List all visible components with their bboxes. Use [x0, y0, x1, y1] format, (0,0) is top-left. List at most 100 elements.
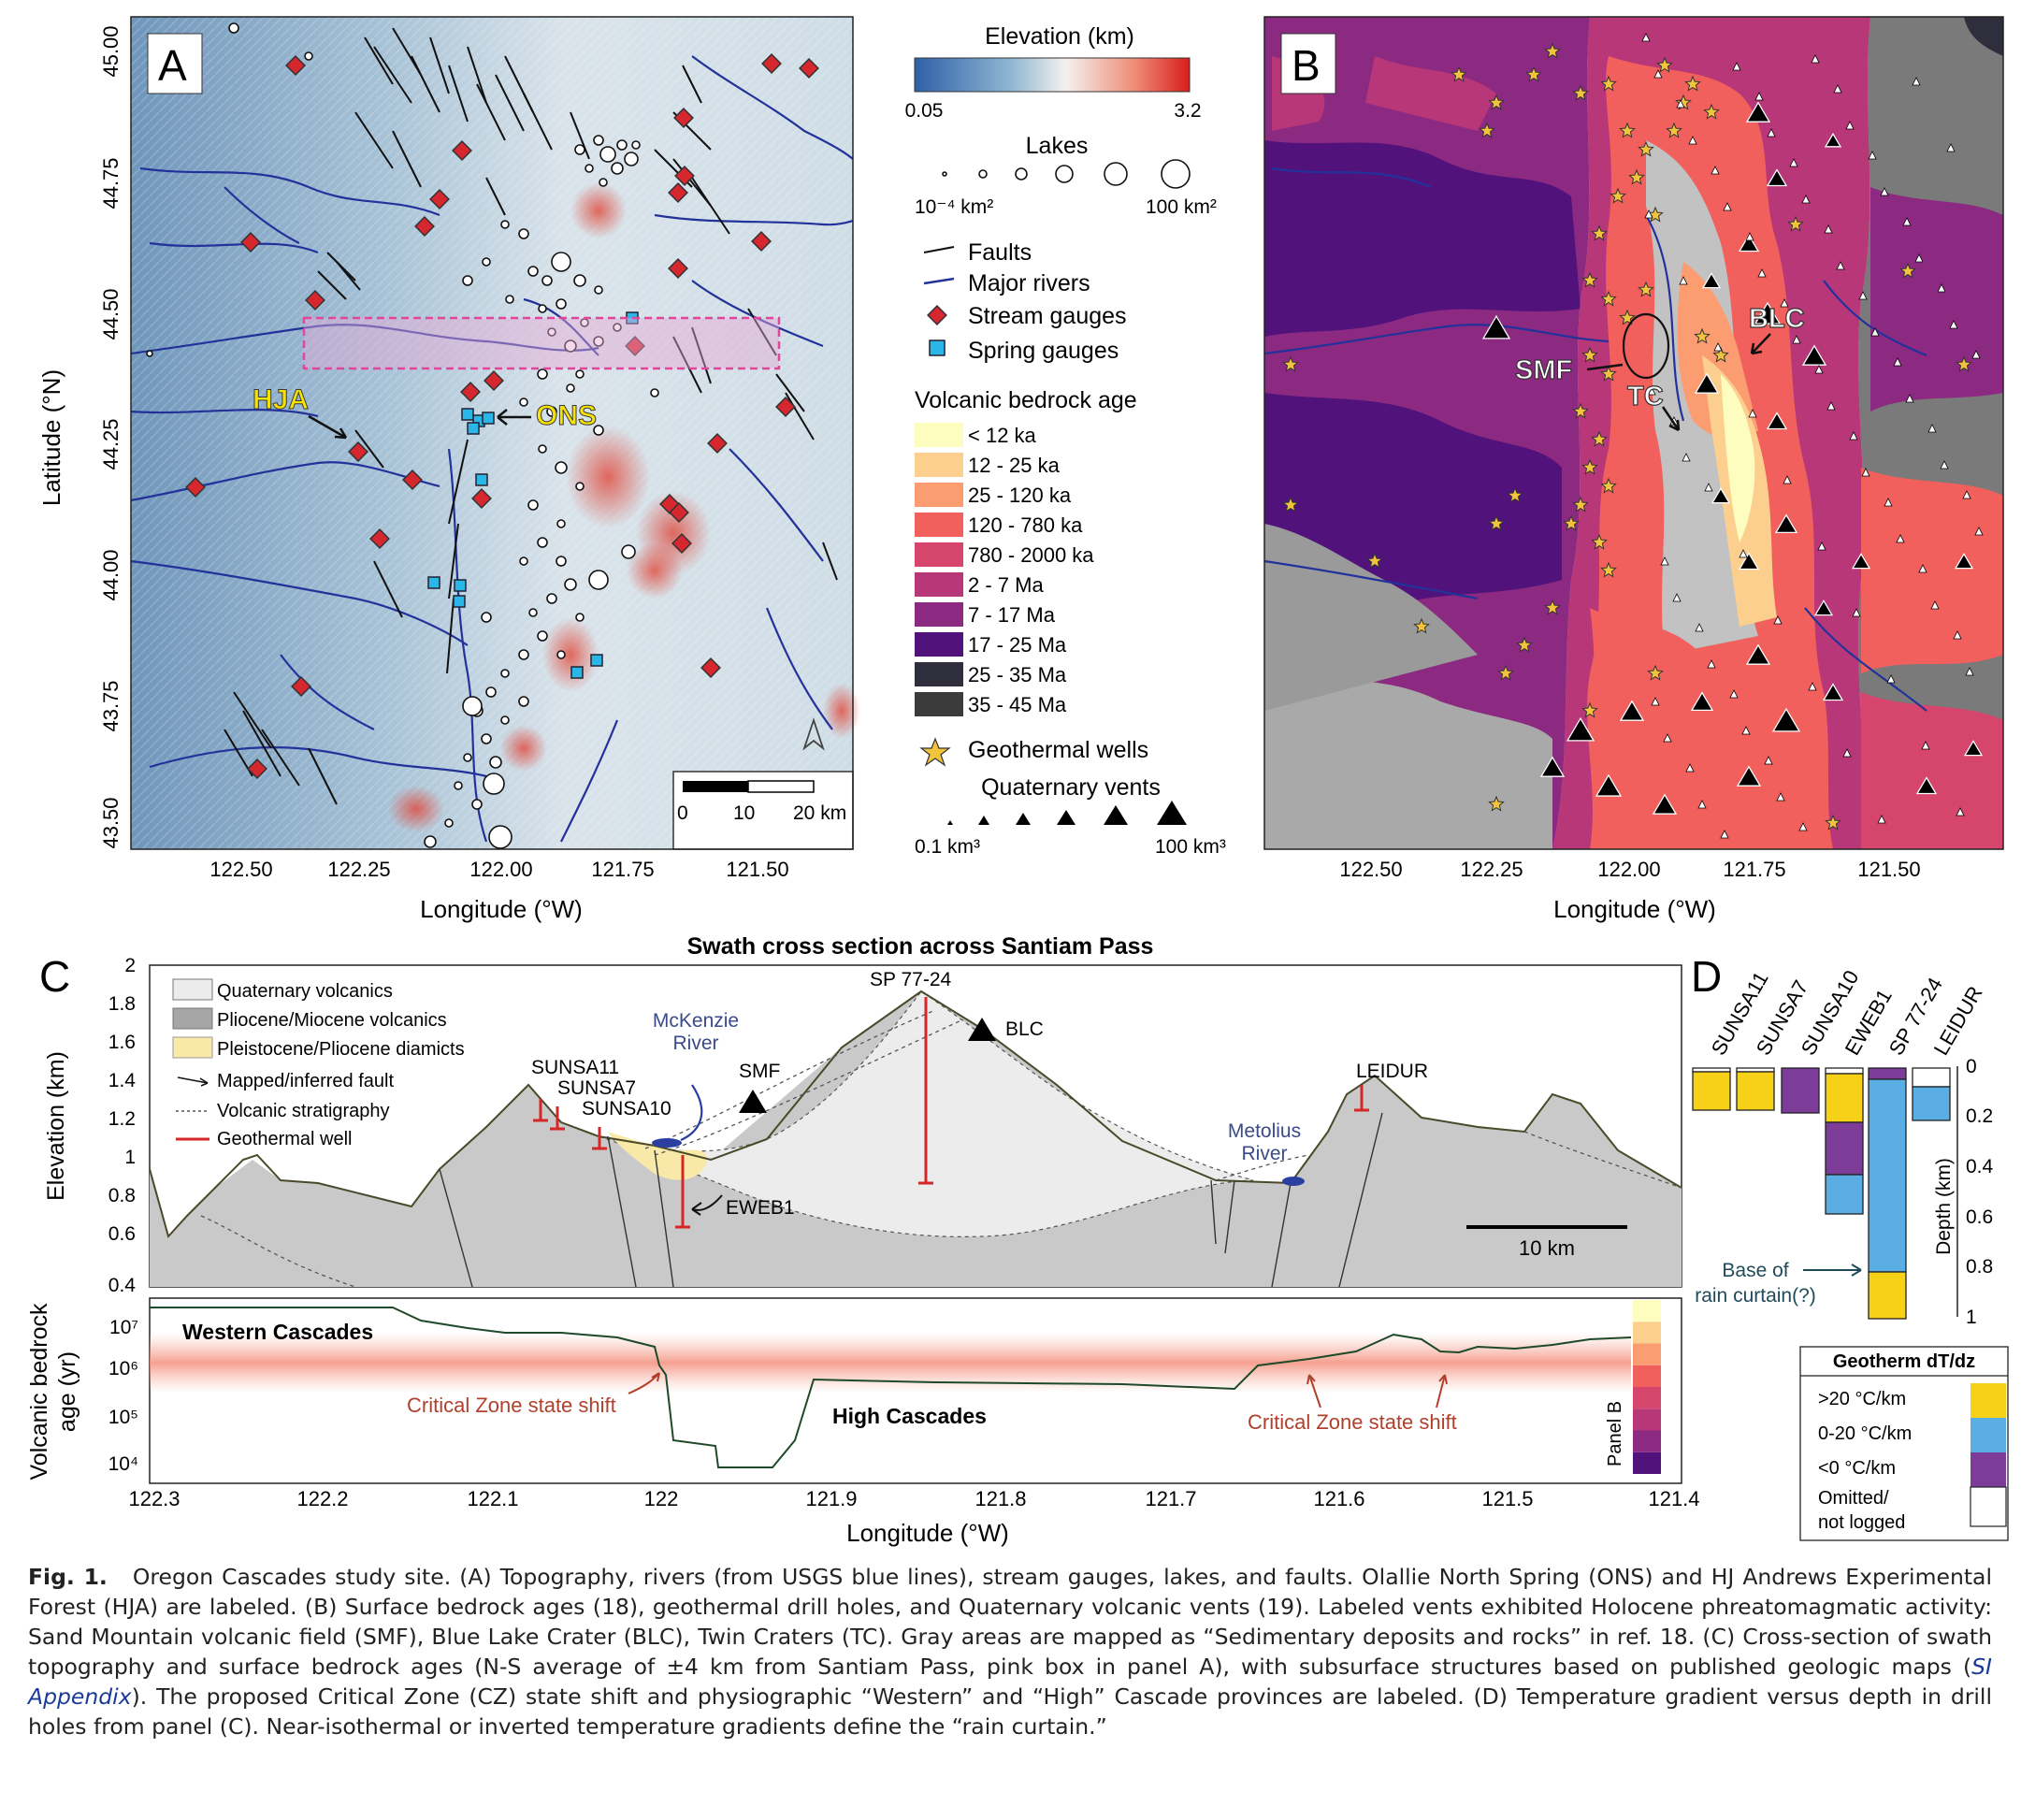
western-cascades: Western Cascades	[182, 1320, 373, 1344]
small-vent-icon	[1776, 792, 1785, 802]
geothermal-well-icon	[1591, 224, 1608, 241]
svg-text:0.8: 0.8	[108, 1185, 136, 1206]
small-vent-icon	[1946, 143, 1956, 152]
panel-b: SMF TC BLC B 122.50 122.25 122.00 121.75…	[1263, 16, 2004, 923]
svg-text:EWEB1: EWEB1	[726, 1197, 795, 1219]
svg-text:River: River	[1241, 1143, 1287, 1164]
geothermal-well-icon	[1703, 103, 1720, 120]
svg-text:1.6: 1.6	[108, 1032, 136, 1053]
age-class-swatch	[915, 483, 963, 507]
quaternary-vent-icon	[1822, 683, 1844, 701]
small-vent-icon	[1651, 697, 1660, 706]
small-vent-icon	[1732, 62, 1741, 71]
small-vent-icon	[1748, 409, 1757, 418]
small-vent-icon	[1914, 253, 1924, 263]
svg-text:1.2: 1.2	[108, 1108, 136, 1130]
high-elevation-areas	[388, 182, 860, 832]
quaternary-vent-icon	[1652, 793, 1678, 815]
svg-text:2: 2	[124, 955, 136, 976]
small-vent-icon	[1695, 623, 1704, 632]
small-vent-icon	[1713, 342, 1723, 352]
svg-text:1.4: 1.4	[108, 1070, 137, 1091]
bedrock-age-title: Volcanic bedrock age	[915, 387, 1137, 413]
quaternary-vent-icon	[1738, 552, 1760, 571]
svg-text:Panel B: Panel B	[1605, 1401, 1625, 1466]
legend-b: Volcanic bedrock age < 12 ka 12 - 25 ka 25…	[915, 387, 1226, 858]
svg-text:44.75: 44.75	[99, 157, 123, 209]
geothermal-well-icon	[1572, 402, 1589, 419]
svg-text:121.5: 121.5	[1481, 1487, 1533, 1510]
svg-text:Depth (km): Depth (km)	[1933, 1158, 1955, 1255]
age-class-label: 2 - 7 Ma	[968, 573, 1044, 597]
svg-text:43.75: 43.75	[99, 680, 123, 731]
age-column-segment	[1633, 1343, 1661, 1365]
svg-text:0.4: 0.4	[1966, 1156, 1994, 1177]
small-vent-icon	[1974, 527, 1984, 536]
geothermal-well-icon	[1600, 365, 1617, 382]
geothermal-well-icon	[1413, 617, 1430, 634]
fig-number: Fig. 1.	[28, 1564, 108, 1590]
svg-text:LEIDUR: LEIDUR	[1356, 1061, 1428, 1082]
label-blc: BLC	[1749, 304, 1805, 334]
svg-text:121.7: 121.7	[1145, 1487, 1196, 1510]
geothermal-well-icon	[1712, 346, 1729, 363]
age-class-swatch	[915, 632, 963, 657]
svg-text:<0 °C/km: <0 °C/km	[1818, 1458, 1896, 1479]
age-column-segment	[1633, 1408, 1661, 1431]
age-yticks: 10⁷ 10⁶ 10⁵ 10⁴	[108, 1317, 138, 1475]
legend-geothermal-icon	[919, 737, 951, 767]
small-vent-icon	[1798, 822, 1808, 831]
age-class-label: 17 - 25 Ma	[968, 633, 1067, 657]
panel-a-yticks: 45.00 44.75 44.50 44.25 44.00 43.75 43.5…	[99, 25, 123, 848]
small-vent-icon	[1912, 77, 1921, 86]
geothermal-well-icon	[1899, 262, 1916, 279]
north-arrow-icon	[802, 717, 825, 751]
geothermal-well-icon	[1479, 122, 1495, 138]
small-vent-icon	[1940, 460, 1949, 469]
rivers	[130, 55, 854, 843]
panel-c: C Swath cross section across Santiam Pas…	[39, 933, 1682, 1296]
small-vent-icon	[1817, 542, 1826, 551]
panel-a-xticks: 122.50 122.25 122.00 121.75 121.50	[209, 858, 788, 881]
svg-text:122: 122	[644, 1487, 679, 1510]
age-class-label: 25 - 35 Ma	[968, 663, 1067, 686]
vents-title: Quaternary vents	[981, 774, 1161, 801]
svg-text:122.2: 122.2	[296, 1487, 348, 1510]
svg-text:rain curtain(?): rain curtain(?)	[1695, 1285, 1816, 1307]
svg-text:121.4: 121.4	[1648, 1487, 1699, 1510]
quaternary-vent-icon	[1694, 372, 1720, 394]
geothermal-well-icon	[1282, 355, 1299, 372]
quaternary-vent-icon	[1851, 553, 1871, 570]
geothermal-well-icon	[1544, 599, 1561, 615]
panel-b-xticks: 122.50 122.25 122.00 121.75 121.50	[1339, 858, 1920, 881]
small-vent-icon	[1930, 600, 1940, 610]
legend-rivers: Major rivers	[968, 270, 1090, 296]
quaternary-vent-icon	[1754, 301, 1782, 325]
geothermal-well-icon	[1619, 122, 1636, 138]
small-vent-icon	[1704, 483, 1713, 492]
svg-text:100 km³: 100 km³	[1155, 836, 1226, 858]
geothermal-well-icon	[1600, 477, 1617, 494]
geothermal-well-icon	[1647, 664, 1664, 681]
santiam-swath-box	[302, 316, 781, 370]
panel-d-letter: D	[1691, 952, 1722, 1001]
si-appendix-link[interactable]: SI Appendix	[28, 1654, 1992, 1710]
svg-text:0.05: 0.05	[905, 100, 944, 122]
geothermal-well-icon	[1694, 327, 1711, 344]
svg-text:121.50: 121.50	[1857, 858, 1920, 881]
small-vent-icon	[1741, 726, 1751, 735]
svg-text:121.75: 121.75	[1723, 858, 1785, 881]
svg-text:1.8: 1.8	[108, 993, 136, 1015]
small-vent-icon	[1937, 283, 1946, 293]
small-vent-icon	[1842, 748, 1852, 758]
svg-text:10⁵: 10⁵	[108, 1407, 138, 1428]
panel-b-xlabel: Longitude (°W)	[1553, 895, 1716, 923]
quaternary-vent-icon	[1801, 344, 1827, 366]
small-vent-icon	[1870, 327, 1880, 337]
age-class-swatch	[915, 692, 963, 716]
svg-text:0.8: 0.8	[1966, 1256, 1993, 1278]
svg-text:SUNSA11: SUNSA11	[531, 1057, 619, 1078]
geothermal-well-icon	[1656, 56, 1673, 73]
age-class-label: 7 - 17 Ma	[968, 603, 1056, 627]
quaternary-vent-icon	[1745, 643, 1771, 665]
